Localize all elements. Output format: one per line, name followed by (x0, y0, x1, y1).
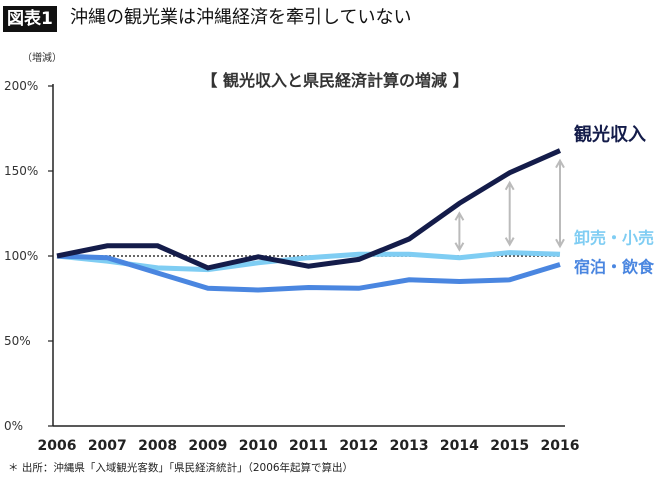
x-tick-label: 2016 (541, 438, 580, 454)
x-tick-label: 2008 (138, 438, 177, 454)
y-tick-label: 150% (4, 164, 38, 178)
chart-title: 【 観光収入と県民経済計算の増減 】 (201, 71, 469, 90)
x-tick-label: 2011 (289, 438, 328, 454)
y-tick-label: 100% (4, 249, 38, 263)
y-axis-label: （増減） (22, 53, 62, 64)
x-tick-label: 2007 (88, 438, 127, 454)
series-line-3 (56, 253, 561, 293)
gap-arrow (504, 180, 515, 247)
series-label-2: 卸売・小売 (574, 228, 654, 247)
gap-arrow (555, 158, 565, 249)
footnote: ＊ 出所：沖縄県「入域観光客数」「県民経済統計」（2006年起算で算出） (8, 462, 354, 474)
y-tick-label: 200% (4, 79, 38, 93)
x-tick-label: 2006 (38, 438, 77, 454)
x-tick-label: 2014 (440, 438, 479, 454)
figure-badge: 図表1 (3, 6, 57, 32)
x-tick-label: 2009 (188, 438, 227, 454)
x-tick-label: 2012 (339, 438, 378, 454)
y-tick-label: 0% (4, 419, 23, 433)
series-line-1 (56, 148, 562, 271)
series-label-1: 観光収入 (574, 124, 646, 146)
series-label-3: 宿泊・飲食 (574, 258, 655, 277)
gap-arrow (454, 211, 465, 252)
x-tick-label: 2015 (490, 438, 529, 454)
y-tick-label: 50% (4, 334, 31, 348)
figure-title: 沖縄の観光業は沖縄経済を牽引していない (70, 7, 412, 28)
x-tick-label: 2010 (239, 438, 278, 454)
x-tick-label: 2013 (390, 438, 429, 454)
